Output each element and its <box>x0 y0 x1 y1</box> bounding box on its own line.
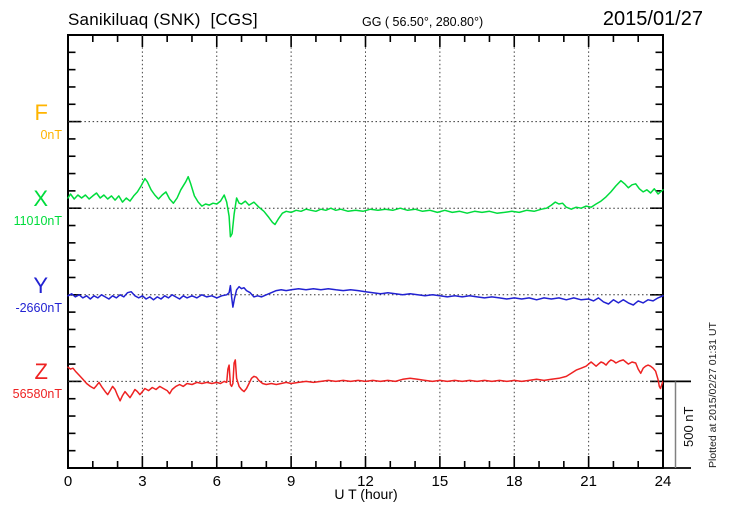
channel-baseline-value-F: 0nT <box>40 127 62 142</box>
x-tick-label-6: 6 <box>212 473 221 490</box>
channel-label-Z: Z <box>34 359 48 385</box>
plotted-at-note: Plotted at 2015/02/27 01:31 UT <box>707 322 719 468</box>
channel-label-F: F <box>34 99 48 125</box>
station-title: Sanikiluaq (SNK) [CGS] <box>68 10 258 29</box>
channel-label-Y: Y <box>33 272 48 298</box>
x-tick-label-0: 0 <box>63 473 73 490</box>
channel-baseline-value-Y: -2660nT <box>15 300 62 315</box>
trace-Y <box>67 284 664 308</box>
x-tick-label-21: 21 <box>580 473 597 490</box>
x-tick-label-18: 18 <box>505 473 523 490</box>
trace-X <box>67 175 664 238</box>
channel-label-X: X <box>33 186 48 212</box>
geographic-coords: GG ( 56.50°, 280.80°) <box>362 15 484 29</box>
channel-baseline-value-X: 11010nT <box>13 214 62 229</box>
plot-date: 2015/01/27 <box>602 8 703 30</box>
x-tick-label-3: 3 <box>138 473 147 490</box>
x-tick-label-24: 24 <box>654 473 672 490</box>
trace-Z <box>67 359 664 402</box>
scalebar-label: 500 nT <box>681 406 696 448</box>
x-tick-label-12: 12 <box>357 473 374 490</box>
x-axis-title: U T (hour) <box>334 486 398 502</box>
x-tick-label-15: 15 <box>431 473 449 490</box>
x-tick-label-9: 9 <box>286 473 296 490</box>
channel-baseline-value-Z: 56580nT <box>12 387 62 402</box>
